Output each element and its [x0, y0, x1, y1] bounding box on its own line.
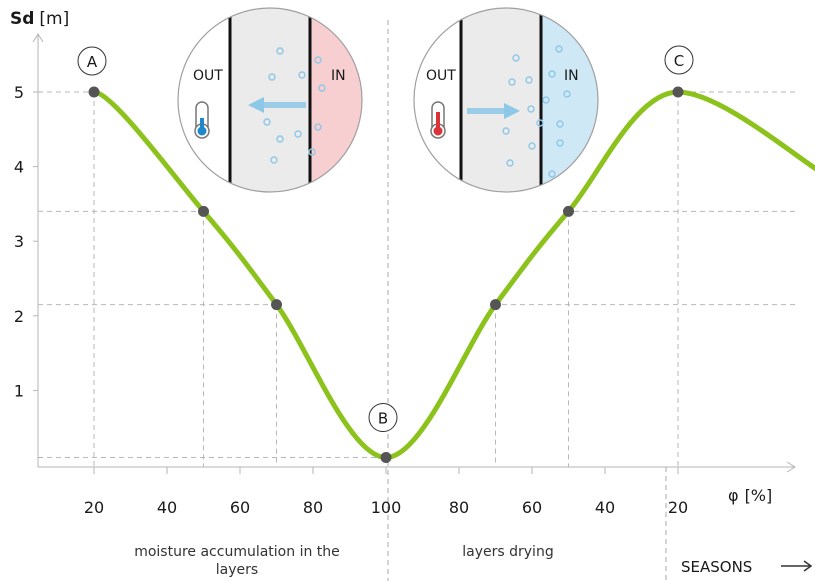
point-labels: A B C	[77, 45, 694, 433]
point-callout-label: B	[378, 410, 388, 428]
vapour-bubbles	[263, 47, 326, 164]
x-tick-label: 20	[84, 498, 104, 517]
series-line	[91, 89, 815, 461]
vapour-bubbles	[502, 45, 571, 178]
data-point	[198, 205, 209, 217]
point-callout-label: C	[674, 52, 684, 70]
data-markers	[88, 86, 684, 464]
annotation-drying: layers drying	[462, 544, 554, 560]
x-ticks: 20 40 60 80 100 80 60 40 20	[84, 467, 688, 517]
point-callout-circle	[77, 46, 107, 76]
annotation-accumulation: moisture accumulation in the layers	[134, 544, 340, 578]
inset-cold-outside: OUT IN	[177, 7, 363, 193]
thermometer-cold-icon	[194, 101, 210, 139]
x-tick-label: 40	[595, 498, 615, 517]
y-axis-label: Sd [m]	[10, 9, 69, 29]
y-tick-label: 2	[14, 307, 24, 326]
inset2-in-label: IN	[564, 68, 579, 84]
point-callout-circle	[664, 45, 694, 75]
seasons-arrow-icon	[781, 560, 813, 572]
x-tick-label: 40	[157, 498, 177, 517]
arrow-left-icon	[248, 97, 306, 113]
seasons-label: SEASONS	[681, 558, 752, 576]
data-point	[380, 452, 392, 464]
x-tick-label: 80	[449, 498, 469, 517]
inset2-out-label: OUT	[426, 68, 456, 84]
x-tick-label: 100	[371, 498, 402, 517]
inset-warm-outside: OUT IN	[413, 7, 599, 193]
data-point	[563, 205, 574, 217]
x-tick-label: 80	[303, 498, 323, 517]
y-tick-label: 1	[14, 381, 24, 400]
y-ticks: 1 2 3 4 5	[14, 83, 38, 400]
point-callout-label: A	[87, 53, 98, 71]
y-tick-label: 3	[14, 232, 24, 251]
guide-lines	[38, 91, 795, 467]
inside-zone	[310, 8, 362, 192]
thermometer-warm-icon	[430, 101, 446, 139]
inset1-in-label: IN	[331, 68, 346, 84]
data-point	[88, 86, 100, 98]
inset1-out-label: OUT	[193, 68, 223, 84]
x-tick-label: 60	[522, 498, 542, 517]
y-axis-arrow	[32, 33, 44, 43]
x-tick-label: 20	[668, 498, 688, 517]
x-axis-label: φ [%]	[728, 486, 772, 505]
point-callout-circle	[368, 403, 398, 433]
arrow-right-icon	[467, 103, 520, 119]
data-point	[490, 299, 501, 311]
data-point	[672, 86, 684, 98]
y-tick-label: 5	[14, 83, 24, 102]
x-tick-label: 60	[230, 498, 250, 517]
x-axis-arrow	[786, 461, 796, 473]
data-point	[271, 299, 282, 311]
axes	[32, 20, 796, 581]
y-tick-label: 4	[14, 158, 24, 177]
